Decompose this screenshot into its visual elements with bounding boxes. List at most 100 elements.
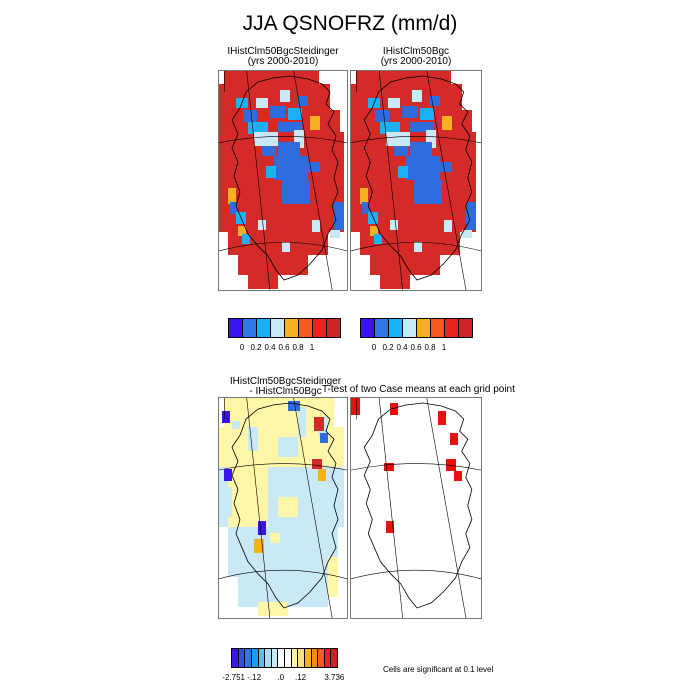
- grid-cell: [356, 70, 451, 84]
- colorbar-swatch: [242, 318, 257, 338]
- colorbar-tick-label: 0.4: [396, 343, 408, 352]
- grid-cell: [420, 108, 434, 120]
- longitude-line: [426, 70, 467, 291]
- grid-cell: [312, 459, 322, 469]
- colorbar-tick-label: 0.2: [250, 343, 262, 352]
- significance-note: Cells are significant at 0.1 level: [383, 665, 494, 674]
- grid-cell: [256, 98, 268, 108]
- grid-cell: [438, 411, 446, 425]
- colorbar-panel-b-ticks: 0 0.2 0.4 0.6 0.8 1: [360, 343, 472, 355]
- grid-cell: [312, 220, 320, 232]
- grid-cell: [308, 162, 320, 172]
- colorbar-tick-label: 3.736: [324, 673, 345, 682]
- grid-cell: [414, 242, 422, 252]
- colorbar-tick-label: 0.6: [410, 343, 422, 352]
- grid-cell: [398, 166, 408, 178]
- grid-cell: [370, 226, 378, 236]
- colorbar-tick-label: 0: [239, 343, 245, 352]
- map-panel-a: [218, 70, 348, 291]
- grid-cell: [330, 230, 340, 238]
- grid-cell: [390, 403, 398, 415]
- map-panel-b: [350, 70, 482, 291]
- grid-cell: [278, 122, 302, 132]
- colorbar-swatch: [284, 318, 299, 338]
- grid-cell: [278, 437, 298, 457]
- map-frame: [218, 397, 348, 619]
- longitude-line: [293, 397, 333, 619]
- colorbar-swatch: [388, 318, 403, 338]
- grid-cell: [328, 557, 338, 597]
- colorbar-swatch: [416, 318, 431, 338]
- longitude-line: [426, 397, 467, 619]
- grid-cell: [228, 467, 268, 527]
- colorbar-diff-ticks: -2.751 -.12 .0 .12 3.736: [222, 673, 344, 685]
- panel-b-title-line1: IHistClm50Bgc: [382, 46, 450, 57]
- grid-cell: [386, 521, 394, 533]
- map-panel-diff: [218, 397, 348, 619]
- latitude-line: [350, 242, 482, 252]
- grid-cell: [228, 188, 236, 204]
- grid-cell: [406, 156, 440, 180]
- panel-a-title-line1: IHistClm50BgcSteidinger: [227, 46, 339, 57]
- grid-cell: [386, 132, 410, 146]
- greenland-coastline: [363, 402, 473, 609]
- colorbar-swatch: [402, 318, 417, 338]
- grid-cell: [228, 527, 338, 577]
- latitude-line: [218, 242, 348, 252]
- colorbar-tick-label: 1: [441, 343, 447, 352]
- grid-cell: [444, 220, 452, 232]
- colorbar-swatch: [374, 318, 389, 338]
- grid-cell: [446, 459, 456, 471]
- colorbar-swatch: [256, 318, 271, 338]
- panel-ttest-title: T-test of two Case means at each grid po…: [322, 384, 515, 395]
- grid-cell: [298, 407, 306, 437]
- grid-cell: [362, 202, 370, 214]
- colorbar-swatch: [360, 318, 375, 338]
- grid-cell: [388, 98, 400, 108]
- colorbar-tick-label: 0.8: [424, 343, 436, 352]
- grid-cell: [294, 130, 304, 148]
- colorbar-tick-label: 1: [309, 343, 315, 352]
- grid-cell: [270, 106, 286, 118]
- grid-cell: [426, 130, 436, 148]
- grid-cell: [248, 275, 278, 289]
- grid-cell: [258, 220, 266, 230]
- page-title: JJA QSNOFRZ (mm/d): [242, 12, 458, 35]
- grid-cell: [375, 110, 389, 122]
- grid-cell: [430, 96, 440, 106]
- colorbar-tick-label: .12: [295, 673, 307, 682]
- grid-cell: [266, 166, 276, 178]
- grid-cell: [242, 234, 250, 244]
- grid-cell: [402, 106, 418, 118]
- greenland-coastline: [231, 75, 339, 281]
- grid-cell: [232, 421, 240, 429]
- grid-cell: [274, 156, 308, 180]
- grid-cell: [320, 433, 328, 443]
- grid-cell: [318, 469, 326, 481]
- map-frame: [218, 70, 348, 291]
- grid-cell: [314, 417, 324, 431]
- colorbar-swatch: [430, 318, 445, 338]
- grid-cell: [390, 220, 398, 230]
- grid-cell: [334, 202, 344, 230]
- latitude-line: [218, 463, 348, 471]
- grid-cell: [258, 521, 266, 535]
- colorbar-swatch: [298, 318, 313, 338]
- colorbar-panel-a: [228, 318, 341, 338]
- grid-cell: [410, 142, 432, 156]
- latitude-line: [350, 136, 482, 144]
- colorbar-tick-label: -.12: [247, 673, 262, 682]
- colorbar-swatch: [444, 318, 459, 338]
- grid-cell: [454, 471, 462, 481]
- grid-cell: [222, 411, 230, 423]
- panel-diff-title-line2: - IHistClm50Bgc: [249, 386, 322, 397]
- grid-cell: [370, 255, 440, 275]
- grid-cell: [466, 202, 476, 230]
- grid-cell: [310, 116, 320, 130]
- grid-cell: [414, 180, 442, 204]
- grid-cell: [384, 463, 394, 471]
- map-panel-ttest: [350, 397, 482, 619]
- map-frame: [350, 70, 482, 291]
- panel-a-title-line2: (yrs 2000-2010): [247, 56, 319, 67]
- grid-cell: [254, 132, 278, 146]
